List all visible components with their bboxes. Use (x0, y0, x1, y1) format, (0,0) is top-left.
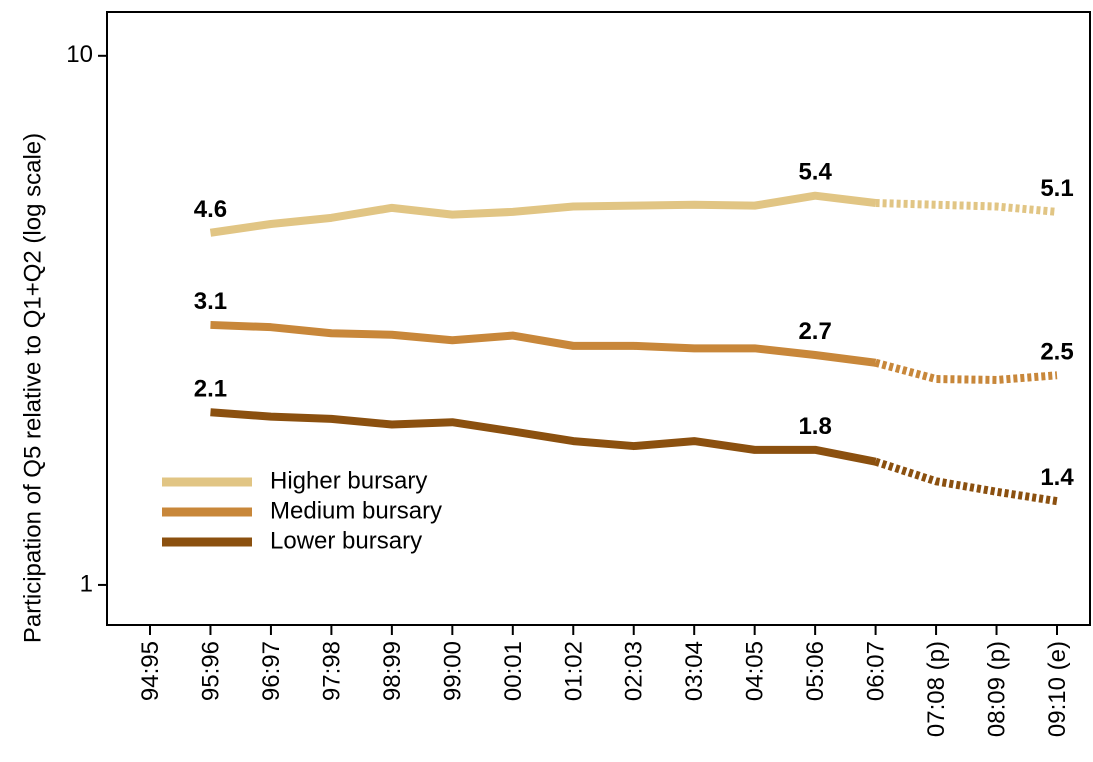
y-tick-label: 10 (66, 41, 93, 68)
data-label: 2.5 (1040, 338, 1073, 365)
data-label: 1.4 (1040, 464, 1074, 491)
legend-label: Lower bursary (270, 527, 422, 554)
series-line (874, 358, 1058, 384)
series-line (210, 408, 877, 466)
x-tick-label: 06:07 (863, 641, 890, 701)
x-tick-label: 09:10 (e) (1044, 641, 1071, 737)
x-tick-label: 96:97 (258, 641, 285, 701)
series-line (874, 457, 1058, 506)
x-tick-label: 95:96 (197, 641, 224, 701)
x-tick-label: 99:00 (439, 641, 466, 701)
series-line (875, 199, 1058, 216)
x-tick-label: 94:95 (137, 641, 164, 701)
data-label: 1.8 (798, 413, 831, 440)
series-line (210, 320, 877, 367)
x-tick-label: 03:04 (681, 641, 708, 701)
plot-frame (106, 11, 1091, 626)
x-tick-label: 00:01 (500, 641, 527, 701)
data-label: 5.1 (1040, 175, 1073, 202)
series-line (209, 191, 877, 237)
data-label: 3.1 (194, 288, 227, 315)
x-tick-label: 97:98 (318, 641, 345, 701)
legend-label: Higher bursary (270, 467, 427, 494)
data-label: 2.7 (798, 318, 831, 345)
x-tick-label: 05:06 (802, 641, 829, 701)
data-label: 5.4 (798, 159, 832, 186)
x-tick-label: 08:09 (p) (984, 641, 1011, 737)
x-tick-label: 01:02 (560, 641, 587, 701)
legend-label: Medium bursary (270, 497, 442, 524)
data-label: 2.1 (194, 375, 227, 402)
x-tick-label: 07:08 (p) (923, 641, 950, 737)
y-tick-label: 1 (80, 570, 93, 597)
x-tick-label: 02:03 (621, 641, 648, 701)
x-tick-label: 98:99 (379, 641, 406, 701)
y-axis-label: Participation of Q5 relative to Q1+Q2 (l… (19, 133, 46, 643)
x-tick-label: 04:05 (742, 641, 769, 701)
data-label: 4.6 (194, 196, 227, 223)
